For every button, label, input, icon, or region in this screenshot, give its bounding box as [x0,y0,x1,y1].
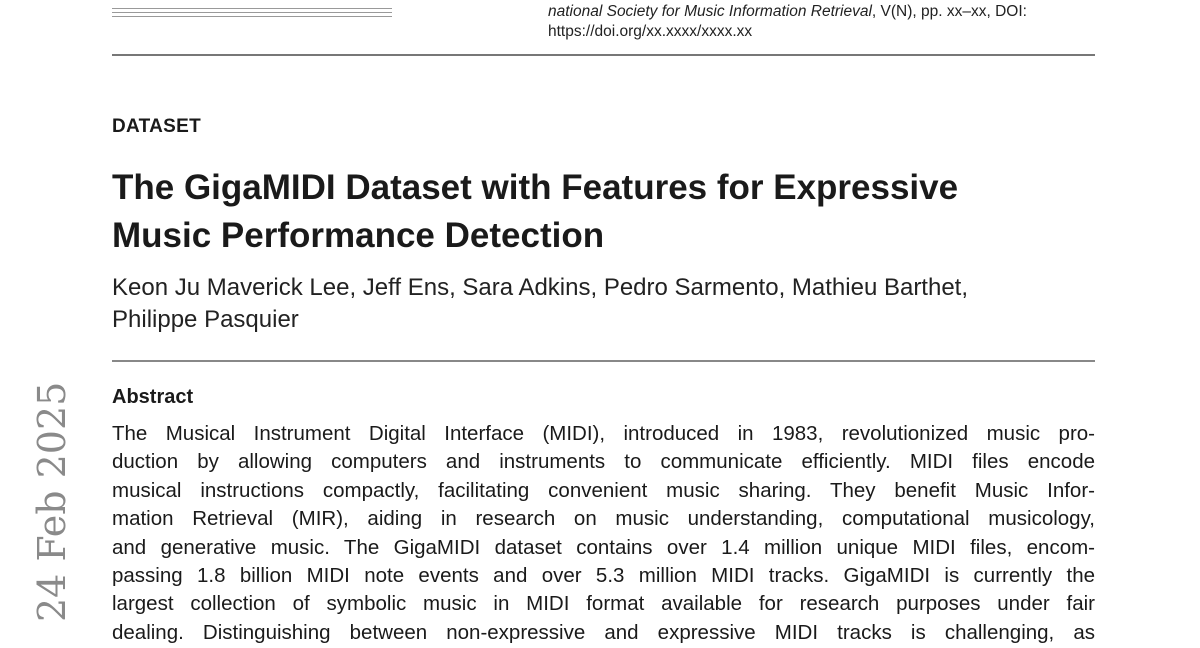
abstract-line: The Musical Instrument Digital Interface… [112,422,1095,445]
page-title: The GigaMIDI Dataset with Features for E… [112,164,1102,260]
abstract-line: largest collection of symbolic music in … [112,592,1095,616]
doi-link[interactable]: https://doi.org/xx.xxxx/xxxx.xx [548,23,753,40]
author-line: Philippe Pasquier [112,306,299,333]
abstract-line: musical instructions compactly, facilita… [112,478,1095,502]
author-list: Keon Ju Maverick Lee, Jeff Ens, Sara Adk… [112,272,968,336]
journal-name: national Society for Music Information R… [548,3,872,20]
title-divider [112,360,1095,362]
abstract-line: and generative music. The GigaMIDI datas… [112,535,1095,559]
abstract-heading: Abstract [112,386,194,408]
citation-volume: , V(N), pp. xx–xx, DOI: [871,3,1027,20]
title-line: The GigaMIDI Dataset with Features for E… [112,168,959,207]
abstract-line: mation Retrieval (MIR), aiding in resear… [112,507,1095,531]
citation-header: national Society for Music Information R… [548,2,1027,42]
title-line: Music Performance Detection [112,216,605,255]
abstract-line: passing 1.8 billion MIDI note events and… [112,564,1095,588]
abstract-text: The Musical Instrument Digital Interface… [112,420,1095,647]
header-divider [112,54,1095,56]
author-line: Keon Ju Maverick Lee, Jeff Ens, Sara Adk… [112,274,969,301]
abstract-line: dealing. Distinguishing between non-expr… [112,620,1095,644]
journal-logo [112,8,402,26]
article-type: DATASET [112,116,202,137]
arxiv-date-stamp: 24 Feb 2025 [30,381,74,622]
abstract-line: duction by allowing computers and instru… [112,450,1095,474]
